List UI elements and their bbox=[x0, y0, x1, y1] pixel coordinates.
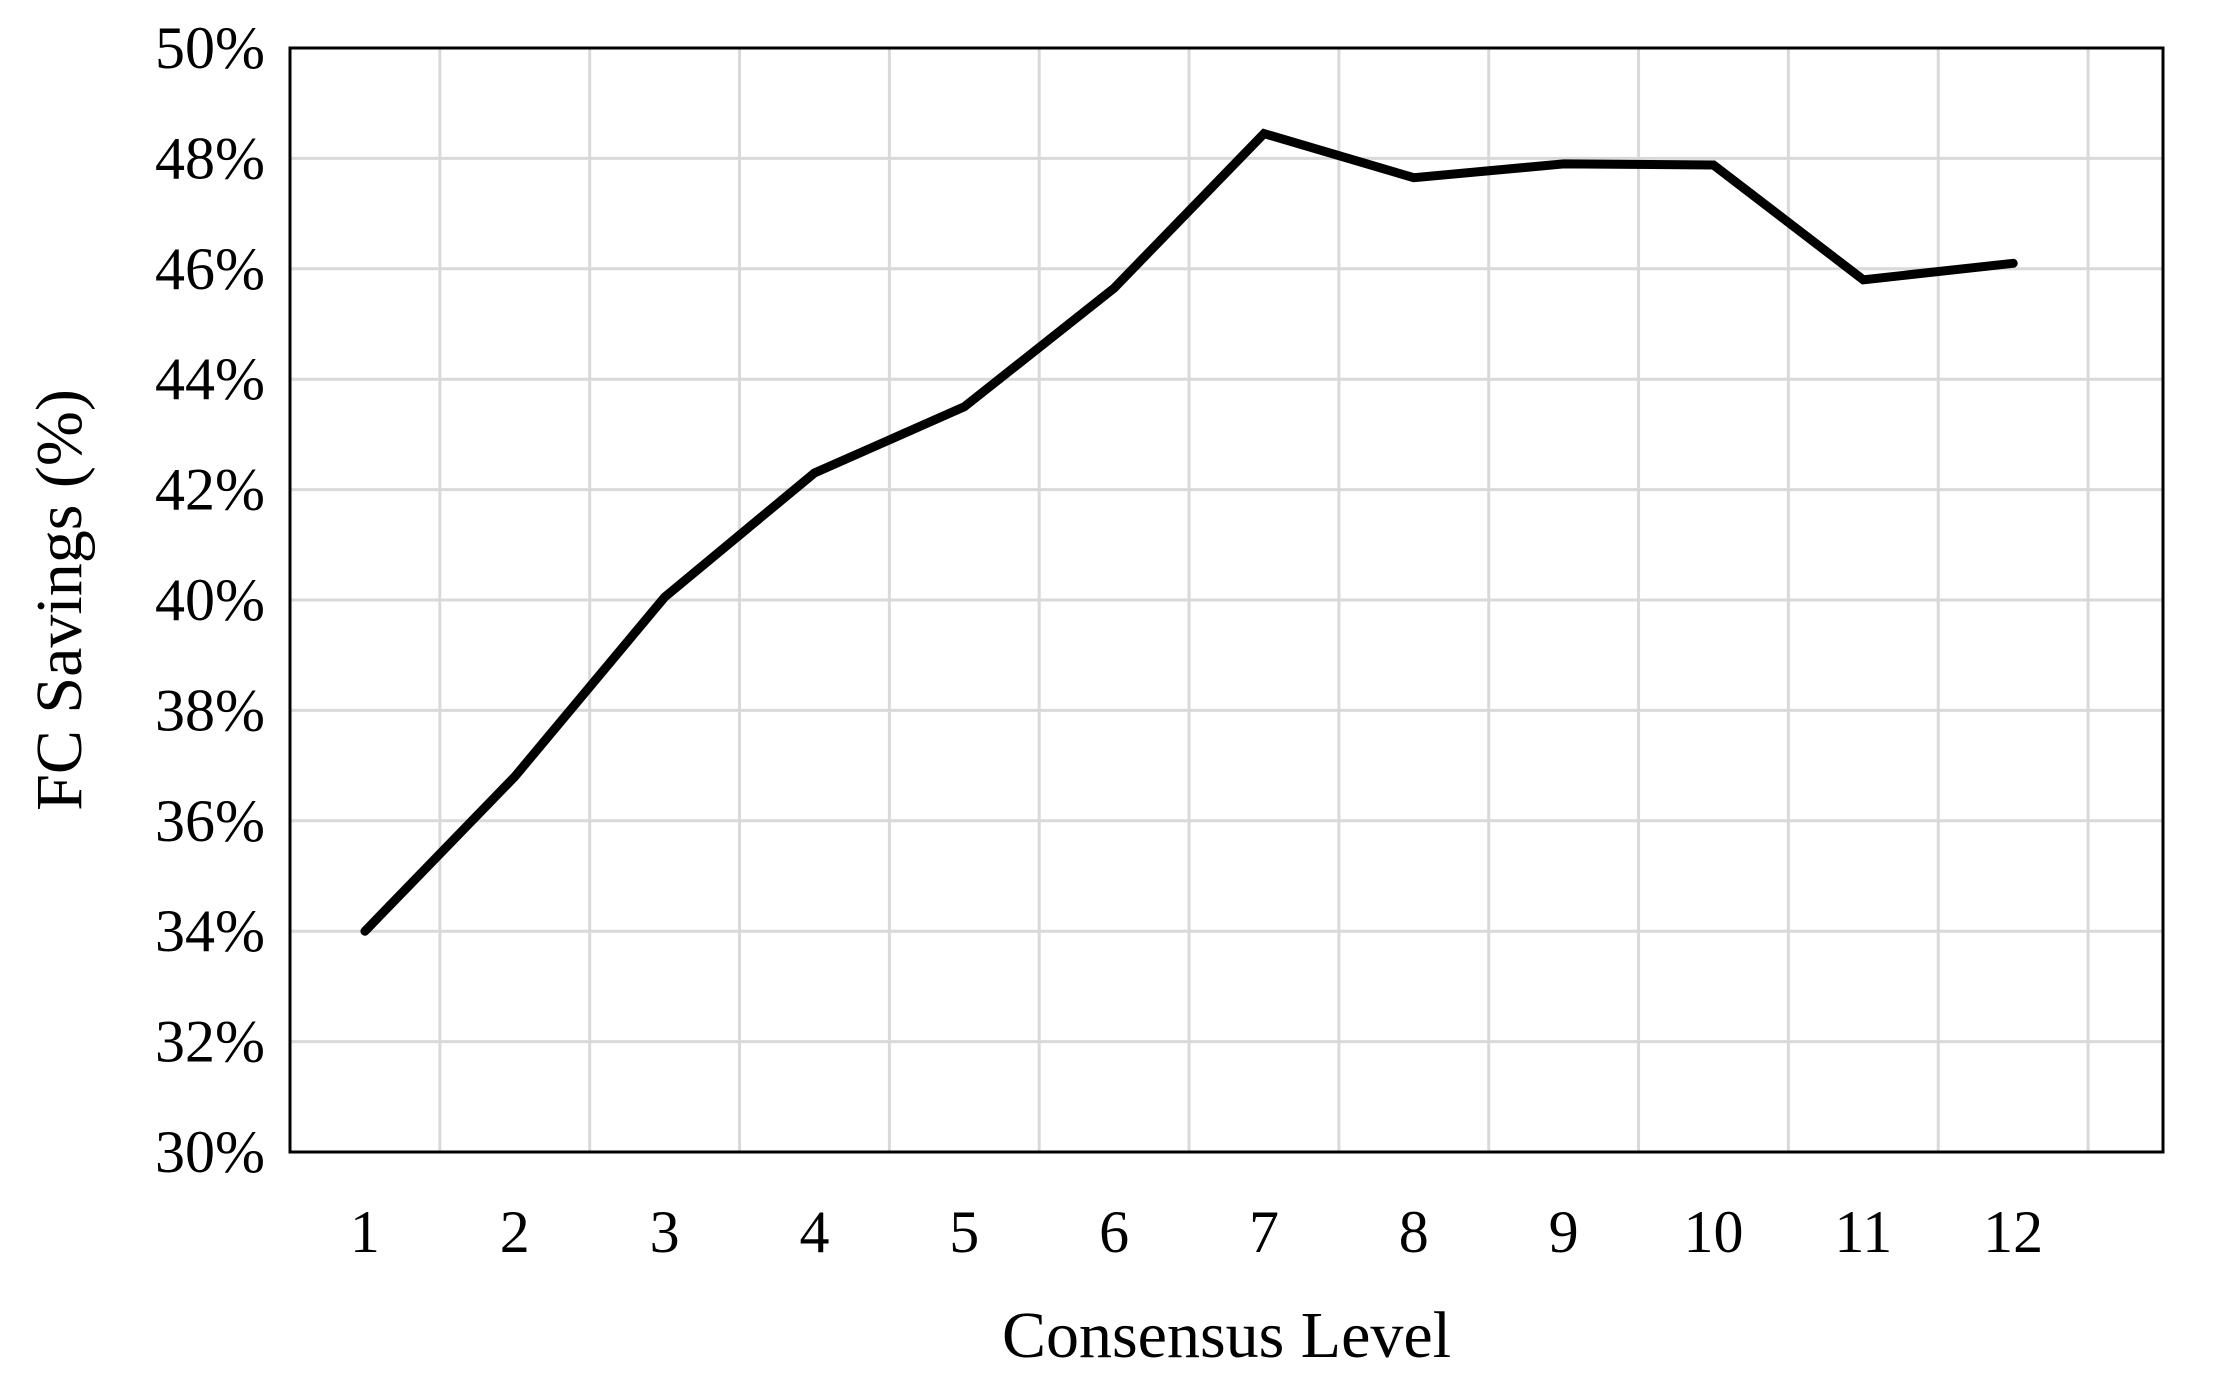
x-tick-label: 2 bbox=[500, 1199, 530, 1265]
x-tick-label: 9 bbox=[1549, 1199, 1579, 1265]
x-tick-label: 1 bbox=[350, 1199, 380, 1265]
series-layer bbox=[360, 128, 2018, 936]
y-tick-label: 34% bbox=[155, 898, 265, 964]
y-axis-ticks: 30% 32% 34% 36% 38% 40% 42% 44% 46% 48% 50% bbox=[155, 15, 265, 1185]
y-axis-title: FC Savings (%) bbox=[23, 389, 96, 811]
x-tick-label: 12 bbox=[1983, 1199, 2043, 1265]
x-axis-title: Consensus Level bbox=[1002, 1299, 1451, 1372]
x-tick-label: 6 bbox=[1099, 1199, 1129, 1265]
y-tick-label: 50% bbox=[155, 15, 265, 81]
x-tick-label: 4 bbox=[799, 1199, 829, 1265]
y-tick-label: 36% bbox=[155, 788, 265, 854]
y-tick-label: 40% bbox=[155, 567, 265, 633]
x-axis-ticks: 1 2 3 4 5 6 7 8 9 10 11 12 bbox=[350, 1199, 2043, 1265]
y-tick-label: 32% bbox=[155, 1009, 265, 1075]
y-tick-label: 42% bbox=[155, 457, 265, 523]
y-tick-label: 48% bbox=[155, 125, 265, 191]
plot-frame bbox=[288, 46, 2165, 1154]
x-tick-label: 3 bbox=[650, 1199, 680, 1265]
series-line bbox=[360, 128, 2018, 936]
x-tick-label: 10 bbox=[1683, 1199, 1743, 1265]
gridlines bbox=[290, 48, 2163, 1152]
y-tick-label: 46% bbox=[155, 236, 265, 302]
x-tick-label: 11 bbox=[1834, 1199, 1892, 1265]
x-tick-label: 8 bbox=[1399, 1199, 1429, 1265]
y-tick-label: 44% bbox=[155, 346, 265, 412]
y-tick-label: 30% bbox=[155, 1119, 265, 1185]
x-tick-label: 7 bbox=[1249, 1199, 1279, 1265]
x-tick-label: 5 bbox=[949, 1199, 979, 1265]
y-tick-label: 38% bbox=[155, 677, 265, 743]
